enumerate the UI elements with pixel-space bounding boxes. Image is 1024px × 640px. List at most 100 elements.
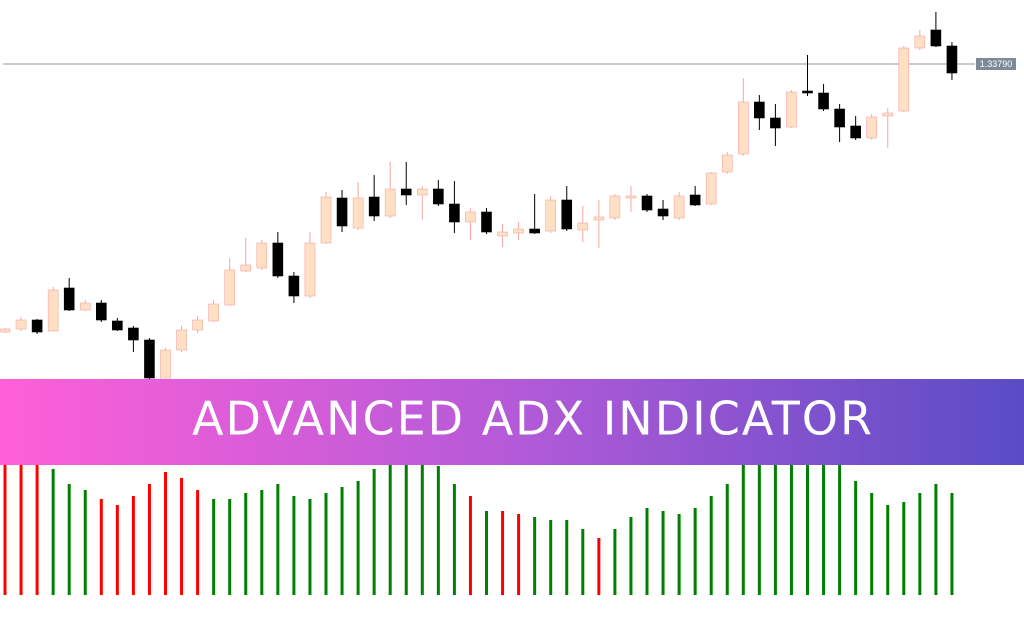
- candle-body: [946, 45, 958, 74]
- adx-bar: [501, 511, 505, 595]
- banner: ADVANCED ADX INDICATOR: [0, 379, 1024, 465]
- adx-bar: [517, 514, 521, 595]
- adx-panel: [3, 451, 954, 595]
- banner-title: ADVANCED ADX INDICATOR: [192, 392, 874, 446]
- adx-bar: [533, 517, 537, 595]
- adx-bar: [693, 508, 697, 595]
- adx-bar: [420, 451, 424, 595]
- adx-bar: [35, 451, 39, 595]
- candle-body: [737, 101, 749, 155]
- candle-body: [336, 197, 348, 227]
- adx-bar: [212, 499, 216, 595]
- candle-body: [352, 197, 364, 229]
- candle-body: [914, 35, 926, 49]
- candle-body: [882, 112, 894, 117]
- adx-bar: [164, 472, 167, 595]
- adx-bar: [436, 466, 440, 595]
- current-price-box: [976, 58, 1016, 70]
- adx-bar: [19, 451, 23, 595]
- candle-body: [31, 319, 43, 333]
- candle-body: [657, 208, 669, 217]
- candle-body: [15, 319, 27, 330]
- candle-body: [128, 327, 139, 341]
- banner-background: [0, 379, 1024, 465]
- adx-bar: [549, 520, 553, 595]
- candle-body: [641, 195, 653, 211]
- candle-body: [47, 289, 59, 332]
- candle-body: [96, 302, 107, 321]
- adx-bar: [115, 505, 119, 595]
- candle-body: [689, 194, 701, 206]
- adx-bar: [404, 451, 408, 595]
- adx-bar: [485, 511, 488, 595]
- adx-bar: [565, 520, 569, 595]
- candle-body: [144, 339, 155, 379]
- candle-body: [705, 172, 717, 205]
- candle-body: [545, 199, 557, 232]
- adx-bar: [822, 451, 826, 595]
- adx-bar: [581, 529, 585, 595]
- candle-body: [192, 319, 203, 331]
- candle-body: [609, 195, 621, 219]
- candle-body: [930, 29, 942, 47]
- adx-bar: [3, 451, 7, 595]
- candle-body: [786, 91, 797, 128]
- candle-body: [112, 320, 123, 331]
- adx-bar: [356, 481, 360, 595]
- candle-body: [513, 228, 524, 234]
- adx-bar: [806, 451, 809, 595]
- adx-bar: [83, 490, 87, 595]
- candle-body: [850, 125, 861, 139]
- candle-body: [593, 216, 605, 221]
- candle-body: [721, 154, 733, 173]
- candle-body: [320, 196, 332, 244]
- candle-body: [79, 302, 91, 311]
- candle-body: [818, 92, 829, 110]
- candle-body: [577, 222, 589, 231]
- candle-body: [384, 188, 396, 217]
- candle-body: [400, 188, 412, 196]
- candle-body: [898, 47, 910, 112]
- adx-bar: [741, 451, 745, 595]
- adx-bar: [276, 484, 280, 595]
- adx-bar: [918, 493, 922, 595]
- candle-body: [208, 303, 219, 322]
- adx-bar: [934, 484, 938, 595]
- adx-bar: [870, 493, 874, 595]
- adx-bar: [51, 469, 55, 595]
- adx-bar: [131, 496, 135, 595]
- adx-bar: [886, 505, 890, 595]
- candle-body: [433, 188, 444, 205]
- adx-bar: [709, 496, 713, 595]
- current-price-label: 1.33790: [980, 59, 1013, 69]
- candle-body: [160, 349, 171, 381]
- adx-bar: [372, 469, 376, 595]
- adx-bar: [324, 493, 328, 595]
- adx-bar: [629, 517, 633, 595]
- adx-bar: [789, 451, 793, 595]
- adx-bar: [308, 499, 312, 595]
- adx-bar: [260, 490, 264, 595]
- candle-body: [304, 242, 316, 297]
- candle-body: [673, 195, 685, 219]
- candle-body: [529, 228, 540, 234]
- adx-bar: [725, 484, 729, 595]
- adx-bar: [99, 499, 103, 595]
- candle-body: [625, 195, 637, 199]
- adx-bar: [902, 502, 906, 595]
- candle-body: [802, 90, 813, 94]
- candle-body: [481, 211, 492, 233]
- adx-bar: [67, 484, 71, 595]
- adx-bar: [196, 490, 200, 595]
- adx-bar: [613, 529, 617, 595]
- adx-bar: [597, 538, 601, 595]
- adx-bar: [452, 484, 456, 595]
- candle-body: [465, 211, 476, 223]
- adx-bar: [677, 514, 681, 595]
- adx-bar: [950, 493, 954, 595]
- adx-bar: [645, 508, 649, 595]
- candle-body: [866, 116, 878, 139]
- adx-bar: [147, 484, 151, 595]
- candle-body: [770, 117, 781, 129]
- price-panel: 1.33790: [0, 12, 1016, 425]
